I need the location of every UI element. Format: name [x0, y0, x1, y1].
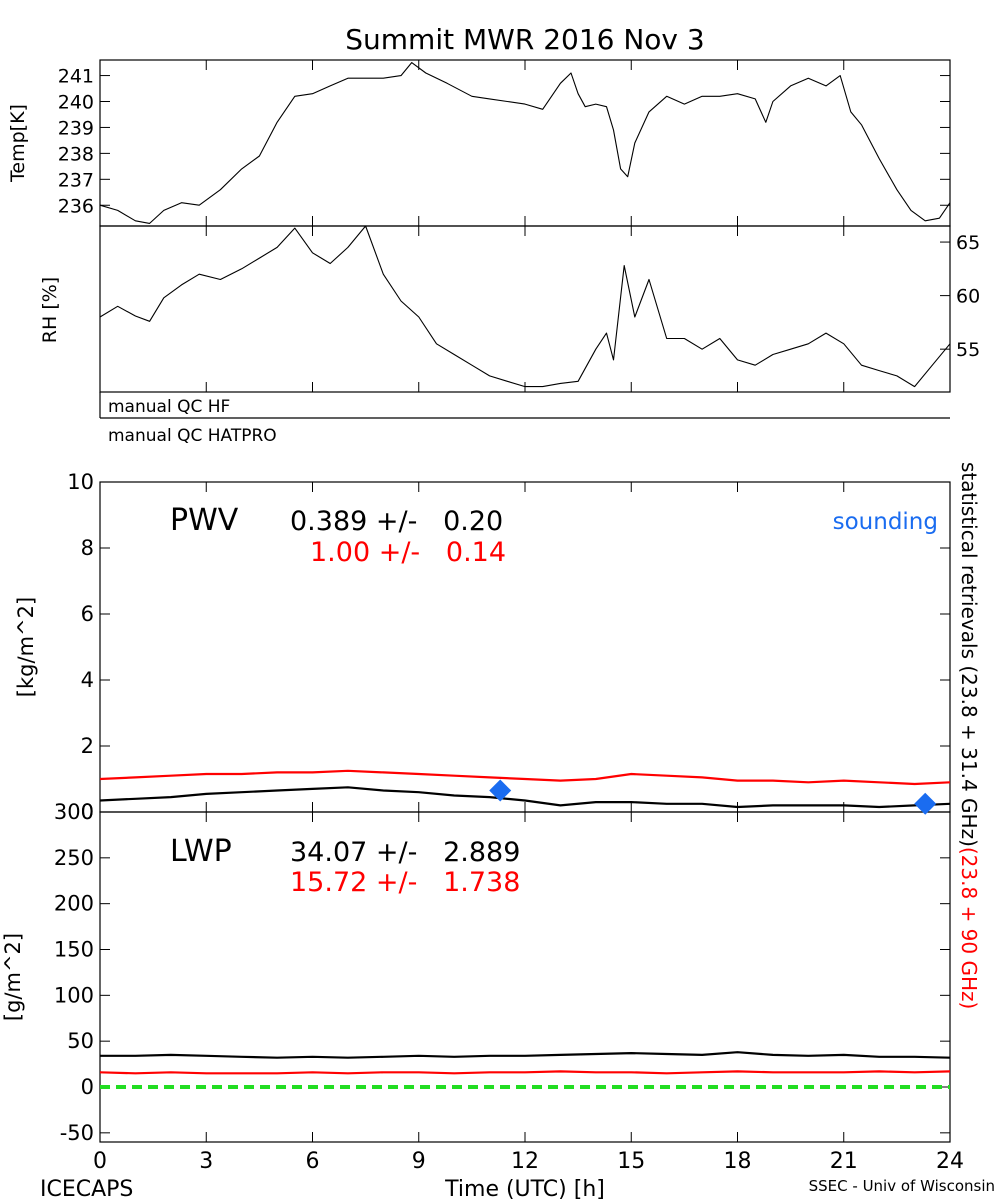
rh-ytick-label: 65 [956, 232, 980, 254]
pwv-ytick-label: 0 [81, 800, 94, 824]
lwp-ytick-label: -50 [60, 1121, 94, 1145]
lwp-label: LWP [170, 834, 232, 869]
sounding-legend: sounding [833, 509, 938, 535]
temp-ytick-label: 239 [58, 117, 94, 139]
lwp-ytick-label: 200 [54, 892, 94, 916]
pwv-ytick-label: 6 [81, 602, 94, 626]
qc-label-hf: manual QC HF [108, 397, 230, 417]
pwv-ytick-label: 10 [67, 470, 94, 494]
footer-left: ICECAPS [40, 1177, 133, 1200]
lwp-ytick-label: 50 [67, 1029, 94, 1053]
x-tick-label: 12 [511, 1149, 539, 1174]
pwv-series-line-black [99, 786, 951, 809]
chart-marks: 2362372382392402415560650246810-50050100… [54, 60, 980, 1174]
qc-label-hatpro: manual QC HATPRO [108, 426, 277, 446]
x-tick-label: 3 [199, 1149, 213, 1174]
lwp-red-stats: 15.72 +/- 1.738 [290, 867, 520, 898]
rh-series-line-black [99, 225, 951, 388]
retrieval-side-label: statistical retrievals (23.8 + 31.4 GHz)… [957, 462, 981, 1009]
temp-ytick-label: 240 [58, 92, 94, 114]
lwp-ytick-label: 150 [54, 938, 94, 962]
lwp-black-stats: 34.07 +/- 2.889 [290, 837, 520, 868]
x-tick-label: 6 [306, 1149, 320, 1174]
x-tick-label: 9 [412, 1149, 426, 1174]
pwv-red-stats: 1.00 +/- 0.14 [310, 537, 506, 568]
x-tick-label: 21 [830, 1149, 858, 1174]
lwp-ytick-label: 100 [54, 983, 94, 1007]
rh-ylabel: RH [%] [39, 277, 61, 343]
retrieval-label-black: statistical retrievals (23.8 + 31.4 GHz) [957, 462, 981, 847]
lwp-ylabel: [g/m^2] [1, 933, 25, 1021]
figure-title: Summit MWR 2016 Nov 3 [345, 23, 704, 56]
pwv-ytick-label: 8 [81, 536, 94, 560]
sounding-point [914, 792, 937, 815]
temp-series-line-black [99, 62, 951, 224]
lwp-ytick-label: 0 [81, 1075, 94, 1099]
x-tick-label: 18 [724, 1149, 752, 1174]
rh-ytick-label: 60 [956, 286, 980, 308]
lwp-series-line-black [100, 1051, 951, 1059]
retrieval-label-red: (23.8 + 90 GHz) [957, 847, 981, 1009]
temp-ylabel: Temp[K] [7, 104, 29, 183]
temp-ytick-label: 238 [58, 143, 94, 165]
pwv-ytick-label: 2 [81, 734, 94, 758]
temp-ytick-label: 241 [58, 66, 94, 88]
rh-ytick-label: 55 [956, 339, 980, 361]
lwp-series-line-red [99, 1070, 951, 1075]
lwp-ytick-label: 250 [54, 846, 94, 870]
x-tick-label: 24 [936, 1149, 964, 1174]
temp-ytick-label: 237 [58, 169, 94, 191]
lwp-ytick-label: 300 [54, 800, 94, 824]
pwv-black-stats: 0.389 +/- 0.20 [290, 506, 503, 537]
pwv-series-line-red [99, 769, 951, 786]
x-tick-label: 0 [93, 1149, 107, 1174]
pwv-ylabel: [kg/m^2] [14, 597, 38, 697]
temp-ytick-label: 236 [58, 195, 94, 217]
x-tick-label: 15 [617, 1149, 645, 1174]
sounding-point [489, 779, 512, 802]
x-axis-label: Time (UTC) [h] [444, 1177, 605, 1200]
pwv-ytick-label: 4 [81, 668, 94, 692]
footer-right: SSEC - Univ of Wisconsin [809, 1177, 995, 1195]
pwv-label: PWV [170, 503, 239, 538]
rh-panel-frame [99, 225, 951, 393]
